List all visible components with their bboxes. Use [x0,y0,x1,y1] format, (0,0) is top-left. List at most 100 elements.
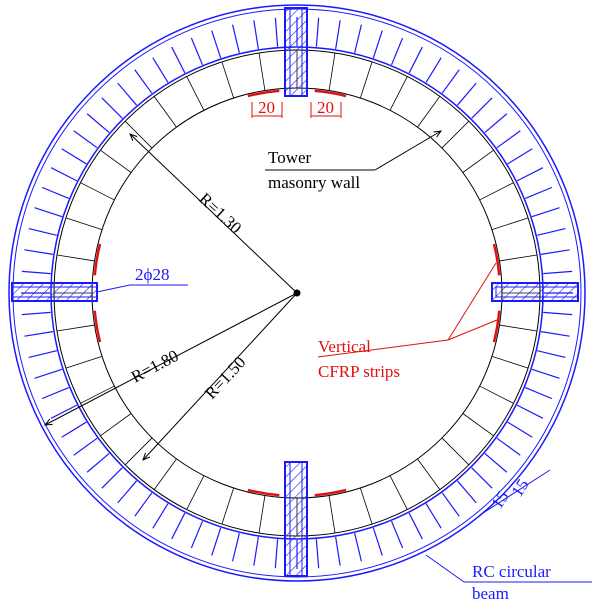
stirrup [274,539,279,569]
wall-label: masonry wall [268,173,360,192]
radius-label: R=1.30 [195,189,245,237]
masonry-joint [479,182,514,201]
stirrup [507,148,533,165]
masonry-joint [100,149,132,173]
rebar-callout [96,284,188,293]
stirrup [171,512,186,540]
stirrup [335,20,341,50]
masonry-joint [359,487,373,525]
stirrup [24,331,54,337]
leader [317,339,449,358]
beam-top-core [289,7,303,97]
stirrup [34,368,63,379]
stirrup [253,536,259,566]
cfrp-strip [314,488,347,497]
stirrup [372,527,383,556]
stirrup [61,148,87,165]
stirrup [471,467,493,489]
beam-bottom [284,461,308,577]
masonry-joint [124,437,153,466]
stirrup [41,386,70,400]
strip-dims [251,102,342,118]
stirrup [425,57,442,83]
beam-left [11,282,98,302]
stirrup [41,186,70,200]
masonry-joint [56,324,95,332]
masonry-joint [153,458,177,490]
masonry-joint [258,495,266,534]
stirrup [441,492,460,517]
stirrup [531,207,560,218]
masonry-joint [491,355,529,369]
cfrp-strip [247,488,280,497]
leader [425,554,465,583]
cfrp-strip [314,89,347,98]
masonry-joint [186,475,205,510]
stirrup [484,452,508,473]
stirrup [152,503,169,529]
stirrup [190,37,204,66]
cross-beams [11,7,579,577]
stirrup [484,113,508,134]
masonry-joint [462,149,494,173]
masonry-joint [359,61,373,99]
stirrup [540,331,570,337]
stirrup [537,227,566,236]
stirrup [28,227,57,236]
stirrup [50,167,78,182]
masonry-joint [499,324,538,332]
stirrup [73,437,98,456]
stirrup [354,533,363,562]
leader [447,262,497,341]
stirrup [507,421,533,438]
stirrup [354,24,363,53]
masonry-joint [441,120,470,149]
stirrup [101,97,123,119]
stirrup [28,350,57,359]
cfrp-strip [492,310,501,343]
stirrup [117,82,138,106]
stirrup [24,249,54,255]
stirrup [86,452,110,473]
stirrup [211,527,222,556]
cfrp-strip [93,243,102,276]
stirrup [274,17,279,47]
stirrup [531,368,560,379]
cfrp-callout [317,262,498,358]
stirrup [73,130,98,149]
radius-label: R=1.50 [201,353,249,403]
wall-label: Tower [268,148,312,167]
ring [8,4,586,582]
stirrup [21,311,51,316]
stirrup [540,249,570,255]
stirrup [524,186,553,200]
cfrp-label: CFRP strips [318,362,400,381]
strip-width: 20 [258,98,275,117]
masonry-joint [441,437,470,466]
stirrup [315,17,320,47]
radius-line [143,292,298,460]
stirrup [496,437,521,456]
stirrup [408,512,423,540]
leader [374,131,441,171]
stirrup [425,503,442,529]
masonry-joint [417,96,441,128]
beam-top [284,7,308,97]
masonry-joint [153,96,177,128]
strip-width: 20 [317,98,334,117]
stirrup [211,30,222,59]
stirrup [171,46,186,74]
cfrp-strip [492,243,501,276]
masonry-joint [65,355,103,369]
masonry-joint [328,495,336,534]
stirrup [543,270,573,275]
stirrup [335,536,341,566]
stirrup [456,82,477,106]
beam-label: RC circular [472,562,551,581]
stirrup [231,24,240,53]
masonry-joint [462,413,494,437]
beam-right [491,282,579,302]
masonry-joint [221,487,235,525]
stirrup [390,520,404,549]
masonry-joint [389,475,408,510]
